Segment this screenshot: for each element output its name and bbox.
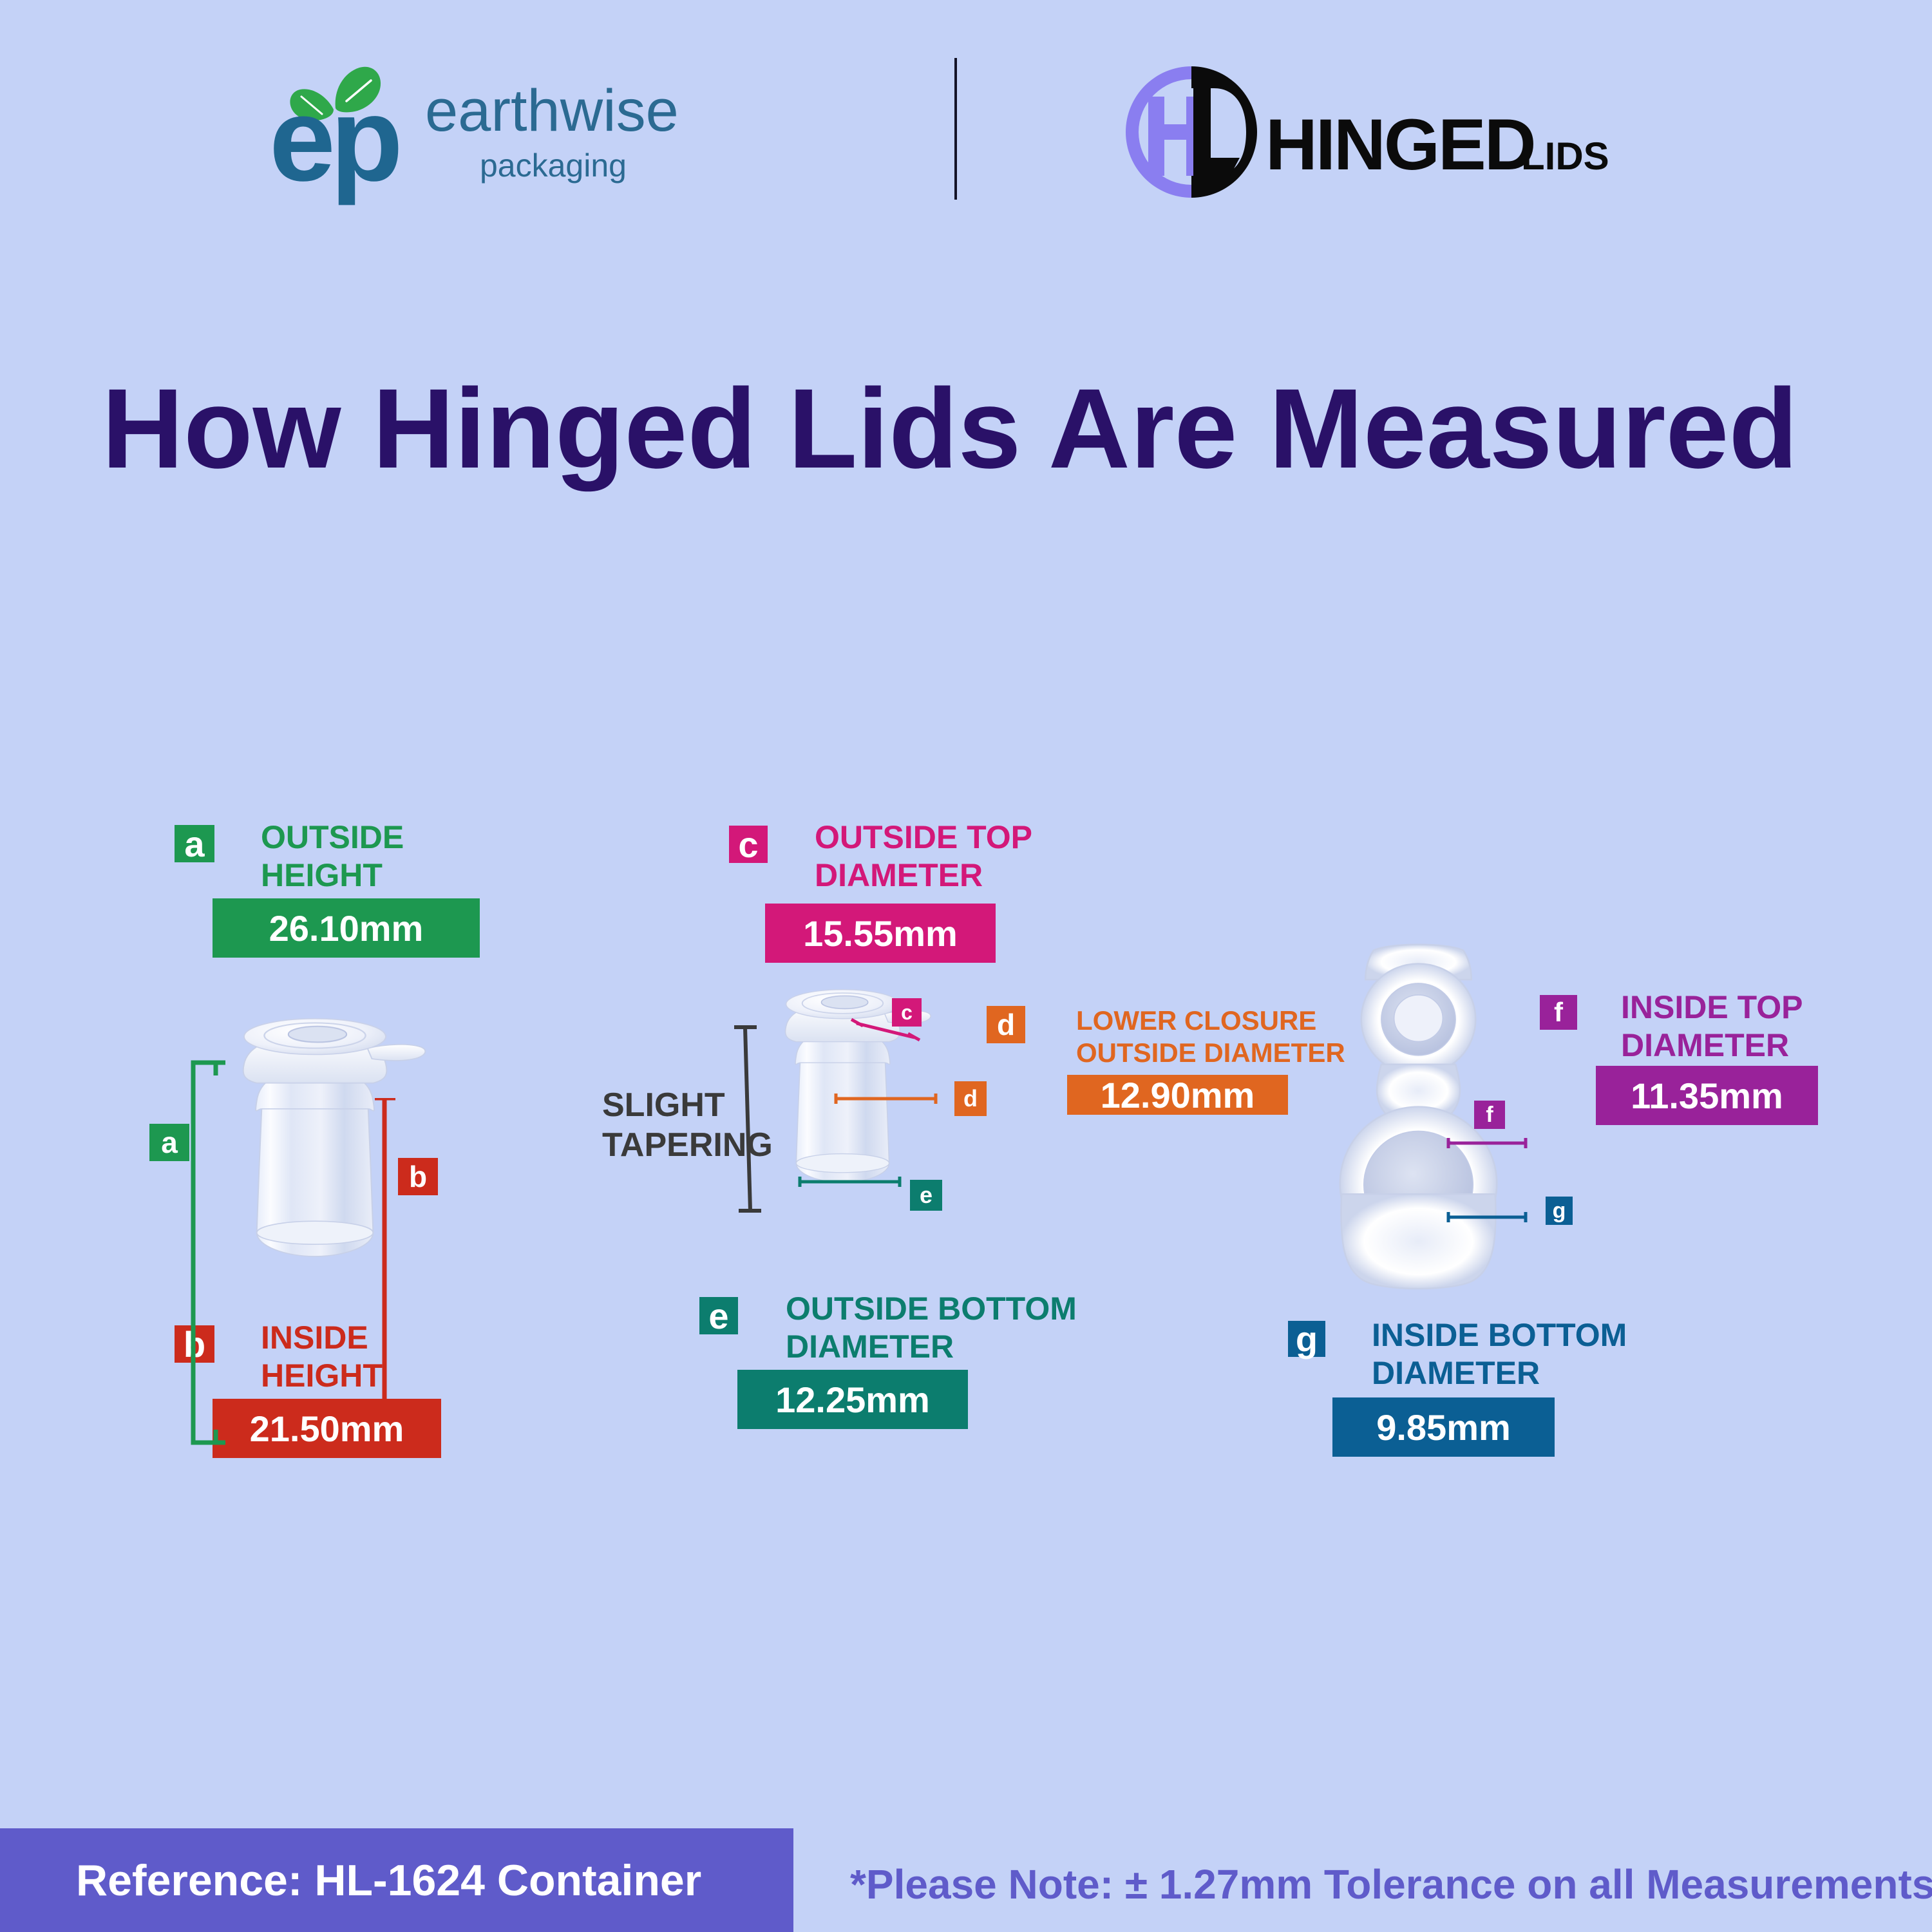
svg-text:ep: ep (269, 73, 399, 206)
svg-text:LIDS: LIDS (1521, 135, 1609, 178)
svg-text:HINGED: HINGED (1265, 104, 1535, 185)
